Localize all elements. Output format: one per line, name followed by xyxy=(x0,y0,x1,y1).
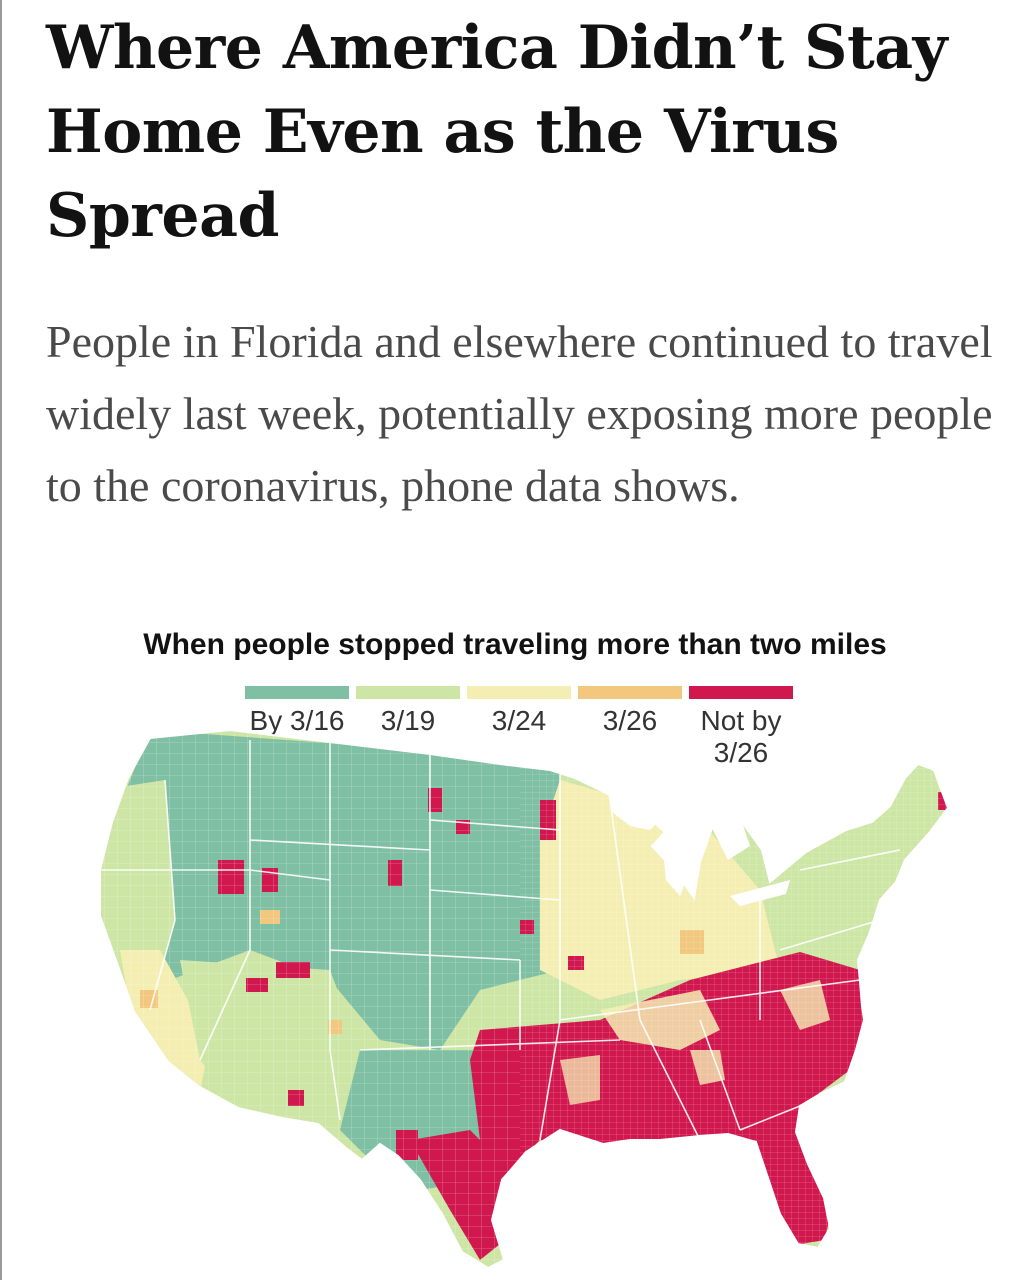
page-edge-rule xyxy=(0,0,2,1280)
legend-swatch-3-24 xyxy=(467,686,571,699)
legend-item-3-26: 3/26 xyxy=(578,686,682,737)
border-wy-co-ne xyxy=(329,949,521,961)
border-al-ga xyxy=(699,1019,741,1131)
lake-erie xyxy=(730,880,790,906)
state-borders xyxy=(100,740,901,1141)
map-legend: By 3/16 3/19 3/24 3/26 Not by 3/26 xyxy=(0,686,1030,786)
county-fill-layer xyxy=(100,730,948,1268)
legend-swatch-3-26 xyxy=(578,686,682,699)
lake-superior xyxy=(608,794,660,830)
border-nd-sd xyxy=(429,819,561,831)
us-county-map xyxy=(0,720,1030,1280)
border-mt-wy xyxy=(249,839,431,851)
legend-label-3-24: 3/24 xyxy=(491,705,547,736)
border-ga-fl xyxy=(739,1105,801,1131)
legend-swatch-by-3-16 xyxy=(245,686,349,699)
legend-label-by-3-16: By 3/16 xyxy=(249,705,345,736)
border-pa-md xyxy=(779,919,881,951)
border-ok-tx-north xyxy=(359,1039,621,1051)
legend-item-3-19: 3/19 xyxy=(356,686,460,737)
legend-label-not-by-3-26: Not by 3/26 xyxy=(700,705,782,768)
border-west-coast-inland xyxy=(149,779,176,1011)
legend-swatch-3-19 xyxy=(356,686,460,699)
legend-swatch-not-by-3-26 xyxy=(689,686,793,699)
us-outline xyxy=(99,728,950,1270)
border-ny-pa xyxy=(799,849,901,871)
border-id-nv xyxy=(199,740,251,1061)
lake-michigan xyxy=(662,832,690,896)
legend-label-3-26: 3/26 xyxy=(602,705,658,736)
border-wi-il xyxy=(609,799,641,1021)
map-title: When people stopped traveling more than … xyxy=(143,628,887,661)
legend-item-not-by-3-26: Not by 3/26 xyxy=(689,686,793,769)
lake-huron xyxy=(712,822,750,860)
article-headline: Where America Didn’t Stay Home Even as t… xyxy=(46,13,947,251)
legend-item-3-24: 3/24 xyxy=(467,686,571,737)
border-ms-al xyxy=(639,1019,701,1141)
border-tn-nc-north xyxy=(559,979,861,1021)
border-sd-ne xyxy=(429,889,561,901)
county-grid-west xyxy=(100,730,520,1268)
us-map-svg xyxy=(99,728,950,1270)
legend-label-3-19: 3/19 xyxy=(380,705,436,736)
article-dek: People in Florida and elsewhere continue… xyxy=(46,316,993,511)
legend-item-by-3-16: By 3/16 xyxy=(245,686,349,737)
